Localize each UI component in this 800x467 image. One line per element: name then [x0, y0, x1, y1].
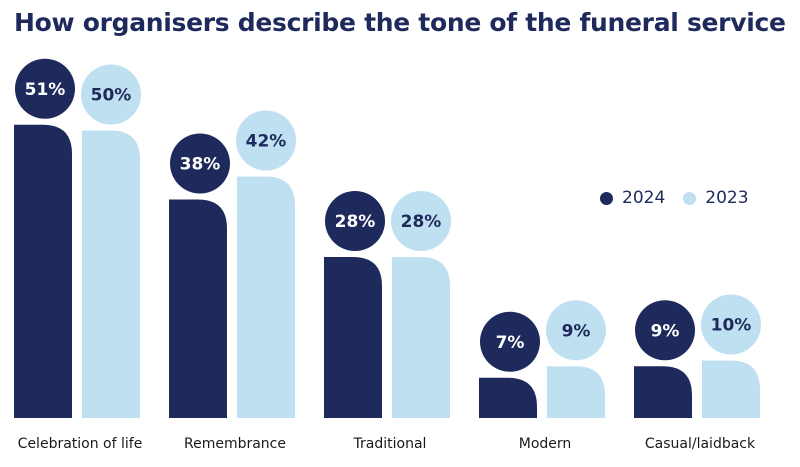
bar-modern-2023 [547, 366, 605, 418]
value-bubble-remembrance-2023 [236, 110, 296, 171]
data-label-modern-2023: 9% [562, 321, 591, 341]
value-bubble-celebration-of-life-2023 [81, 64, 141, 125]
legend-label-2024: 2024 [622, 188, 666, 208]
legend-item-2024: 2024 [600, 188, 665, 208]
value-bubble-casual-laidback-2023 [701, 294, 761, 355]
value-bubble-casual-laidback-2024 [635, 300, 695, 361]
data-label-casual-laidback-2023: 10% [711, 316, 752, 336]
value-bubble-modern-2024 [480, 311, 540, 372]
category-label-celebration-of-life: Celebration of life [18, 436, 143, 452]
value-bubble-modern-2023 [546, 300, 606, 361]
legend-item-2023: 2023 [683, 188, 749, 208]
data-label-traditional-2023: 28% [401, 212, 442, 232]
value-bubble-traditional-2023 [391, 191, 451, 251]
value-bubble-traditional-2024 [325, 191, 385, 251]
data-label-celebration-of-life-2023: 50% [91, 86, 132, 106]
category-label-casual-laidback: Casual/laidback [645, 436, 756, 452]
data-label-remembrance-2023: 42% [246, 132, 287, 152]
bar-traditional-2023 [392, 257, 450, 418]
data-label-modern-2024: 7% [496, 333, 525, 353]
bar-remembrance-2024 [169, 199, 227, 418]
bar-traditional-2024 [324, 257, 382, 418]
value-bubble-celebration-of-life-2024 [15, 58, 75, 119]
legend-label-2023: 2023 [705, 188, 749, 208]
legend-swatch-2024 [600, 191, 613, 205]
data-label-casual-laidback-2024: 9% [651, 321, 680, 341]
value-bubble-remembrance-2024 [170, 133, 230, 194]
chart-title: How organisers describe the tone of the … [14, 8, 786, 37]
bar-remembrance-2023 [237, 176, 295, 418]
bar-modern-2024 [479, 377, 537, 418]
category-label-traditional: Traditional [353, 436, 427, 452]
data-label-celebration-of-life-2024: 51% [25, 80, 66, 100]
category-label-modern: Modern [519, 436, 572, 452]
bar-celebration-of-life-2023 [82, 130, 140, 418]
data-label-remembrance-2024: 38% [180, 155, 221, 175]
category-label-remembrance: Remembrance [184, 436, 286, 452]
bar-casual-laidback-2024 [634, 366, 692, 418]
chart-legend: 2024 2023 [600, 188, 767, 208]
legend-swatch-2023 [683, 191, 697, 205]
bar-celebration-of-life-2024 [14, 124, 72, 418]
bar-casual-laidback-2023 [702, 360, 760, 418]
data-label-traditional-2024: 28% [335, 212, 376, 232]
